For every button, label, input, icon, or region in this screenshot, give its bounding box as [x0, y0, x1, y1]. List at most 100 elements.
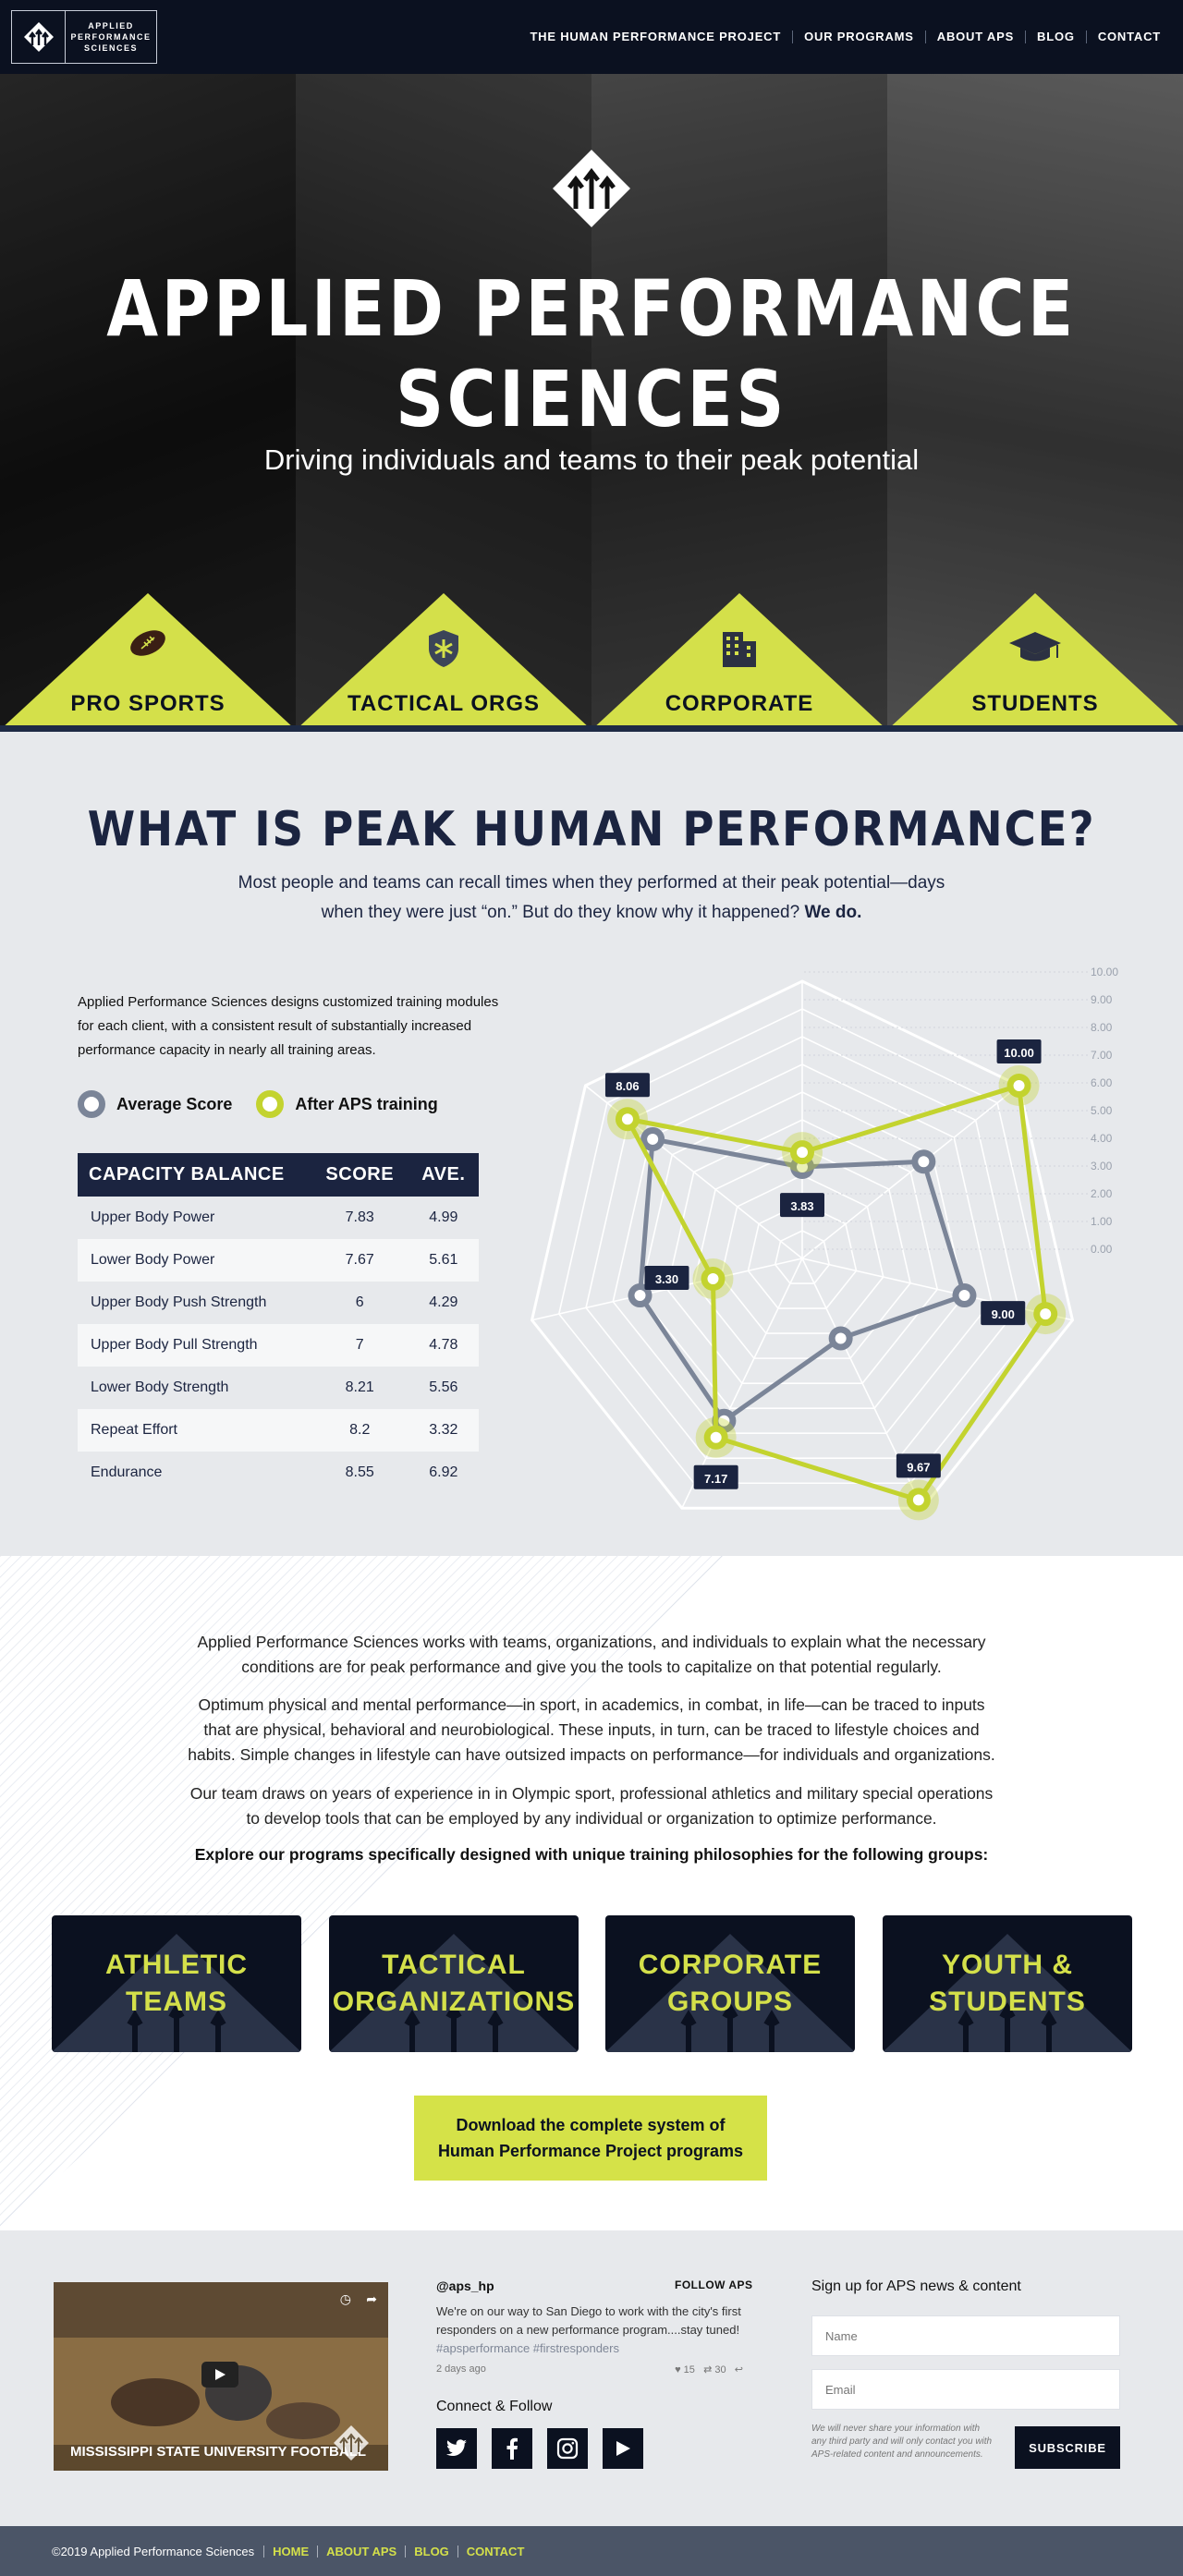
data-label-box: [604, 1073, 650, 1098]
radar-grid-ring: [585, 1036, 1019, 1460]
table-row: Upper Body Pull Strength 7 4.78: [78, 1324, 479, 1367]
category-pro-sports[interactable]: PRO SPORTS: [0, 591, 296, 730]
name-input[interactable]: [811, 2315, 1120, 2356]
data-label-box: [644, 1266, 689, 1291]
youtube-icon[interactable]: [603, 2428, 643, 2469]
category-students[interactable]: STUDENTS: [887, 591, 1183, 730]
nav-link-human-performance-project[interactable]: THE HUMAN PERFORMANCE PROJECT: [530, 30, 782, 43]
average-value: 6.92: [429, 1464, 458, 1480]
program-card-youth-students[interactable]: YOUTH & STUDENTS: [883, 1915, 1132, 2052]
football-icon: [130, 630, 165, 656]
data-label-box: [780, 1193, 824, 1218]
peak-description: Applied Performance Sciences designs cus…: [78, 994, 499, 1058]
nav-link-blog[interactable]: BLOG: [1025, 30, 1086, 43]
table-header-capacity: CAPACITY BALANCE: [78, 1153, 311, 1197]
twitter-icon[interactable]: [436, 2428, 477, 2469]
footer-link-contact[interactable]: CONTACT: [457, 2545, 533, 2558]
program-card-label: ATHLETIC TEAMS: [104, 1950, 249, 2017]
twitter-handle[interactable]: @aps_hp: [436, 2278, 494, 2293]
category-label: STUDENTS: [971, 691, 1099, 716]
tweet-hashtags[interactable]: #apsperformance #firstresponders: [436, 2341, 619, 2355]
email-input[interactable]: [811, 2369, 1120, 2410]
capacity-name: Upper Body Power: [91, 1209, 215, 1225]
scale-tick-label: 6.00: [1091, 1076, 1113, 1089]
like-icon[interactable]: ♥: [675, 2364, 681, 2376]
scale-tick-label: 4.00: [1091, 1132, 1113, 1145]
top-nav: APPLIED PERFORMANCE SCIENCES THE HUMAN P…: [0, 0, 1183, 74]
radar-grid-ring: [693, 1147, 911, 1359]
reply-icon[interactable]: ↩: [734, 2364, 743, 2376]
point-center: [797, 1147, 808, 1159]
subscribe-button[interactable]: SUBSCRIBE: [1015, 2426, 1120, 2469]
radar-grid-ring: [665, 1119, 939, 1384]
point-center: [918, 1156, 930, 1168]
footer-link-about-aps[interactable]: ABOUT APS: [317, 2545, 405, 2558]
program-card-athletic-teams[interactable]: ATHLETIC TEAMS: [52, 1915, 301, 2052]
capacity-name: Endurance: [91, 1464, 163, 1480]
nav-link-contact[interactable]: CONTACT: [1085, 30, 1172, 43]
table-header-score: SCORE: [311, 1153, 409, 1197]
graduation-cap-icon: [1009, 632, 1061, 662]
watch-later-icon[interactable]: ◷: [339, 2291, 351, 2306]
category-triangle-shape: [0, 593, 296, 730]
nav-link-our-programs[interactable]: OUR PROGRAMS: [792, 30, 925, 43]
footer-link-home[interactable]: HOME: [263, 2545, 317, 2558]
main-menu: THE HUMAN PERFORMANCE PROJECT OUR PROGRA…: [518, 30, 1172, 43]
nav-link-about-aps[interactable]: ABOUT APS: [924, 30, 1025, 43]
instagram-icon[interactable]: [547, 2428, 588, 2469]
table-row: Lower Body Strength 8.21 5.56: [78, 1367, 479, 1409]
badge-icon: [429, 630, 458, 667]
tweet-time: 2 days ago: [436, 2363, 486, 2375]
category-tactical-orgs[interactable]: TACTICAL ORGS: [296, 591, 592, 730]
capacity-name: Upper Body Pull Strength: [78, 1324, 311, 1367]
average-value: 4.99: [429, 1209, 458, 1225]
score-value: 6: [355, 1294, 364, 1310]
retweet-count: 30: [714, 2364, 726, 2376]
capacity-name: Upper Body Push Strength: [91, 1294, 267, 1310]
facebook-icon[interactable]: [492, 2428, 532, 2469]
site-logo[interactable]: APPLIED PERFORMANCE SCIENCES: [11, 10, 157, 64]
tweet-meta: 2 days ago ♥ 15 ⇄ 30 ↩: [436, 2363, 743, 2376]
about-paragraph-3: Our team draws on years of experience in…: [189, 1784, 994, 1828]
video-player[interactable]: ➦ ◷ MISSISSIPPI STATE UNIVERSITY FOOTBAL…: [54, 2282, 388, 2471]
data-label: 7.17: [704, 1472, 727, 1486]
point-center: [647, 1133, 659, 1145]
play-icon[interactable]: [201, 2362, 238, 2388]
card-background-shape: [605, 1934, 855, 2052]
share-icon[interactable]: ➦: [366, 2291, 377, 2306]
data-label: 9.00: [992, 1307, 1015, 1321]
category-label: TACTICAL ORGS: [347, 691, 541, 716]
category-triangle-shape: [887, 593, 1183, 730]
data-label: 10.00: [1004, 1046, 1034, 1060]
program-card-label: CORPORATE GROUPS: [638, 1950, 823, 2017]
scale-tick-label: 1.00: [1091, 1215, 1113, 1228]
data-label: 9.67: [907, 1460, 930, 1474]
capacity-name: Lower Body Power: [78, 1239, 311, 1282]
data-label-box: [996, 1039, 1042, 1063]
peak-performance-section: WHAT IS PEAK HUMAN PERFORMANCE? Most peo…: [0, 732, 1183, 1556]
average-value: 4.29: [429, 1294, 458, 1310]
video-caption: MISSISSIPPI STATE UNIVERSITY FOOTBALL: [70, 2444, 367, 2460]
building-icon: [723, 632, 756, 667]
peak-intro: Most people and teams can recall times w…: [222, 869, 961, 928]
table-row: Upper Body Push Strength 6 4.29: [78, 1282, 479, 1324]
table-header-ave: AVE.: [408, 1153, 479, 1197]
radar-grid-ring: [720, 1174, 884, 1334]
score-value: 8.2: [311, 1409, 409, 1452]
hero-title: APPLIED PERFORMANCE SCIENCES: [106, 263, 1077, 444]
radar-grid-ring: [530, 979, 1075, 1510]
follow-aps-link[interactable]: FOLLOW APS: [675, 2278, 753, 2291]
score-value: 7: [311, 1324, 409, 1367]
retweet-icon[interactable]: ⇄: [703, 2364, 713, 2376]
table-row: Upper Body Power 7.83 4.99: [78, 1197, 479, 1239]
program-card-tactical-organizations[interactable]: TACTICAL ORGANIZATIONS: [329, 1915, 579, 2052]
category-corporate[interactable]: CORPORATE: [592, 591, 887, 730]
diagonal-pattern-background: [0, 1556, 730, 2230]
download-programs-button[interactable]: Download the complete system of Human Per…: [414, 2096, 767, 2181]
scale-tick-label: 7.00: [1091, 1049, 1113, 1062]
legend-average-label: Average Score: [116, 1094, 233, 1113]
program-card-corporate-groups[interactable]: CORPORATE GROUPS: [605, 1915, 855, 2052]
average-value: 3.32: [408, 1409, 479, 1452]
radar-grid-ring: [747, 1202, 858, 1309]
footer-link-blog[interactable]: BLOG: [405, 2545, 457, 2558]
